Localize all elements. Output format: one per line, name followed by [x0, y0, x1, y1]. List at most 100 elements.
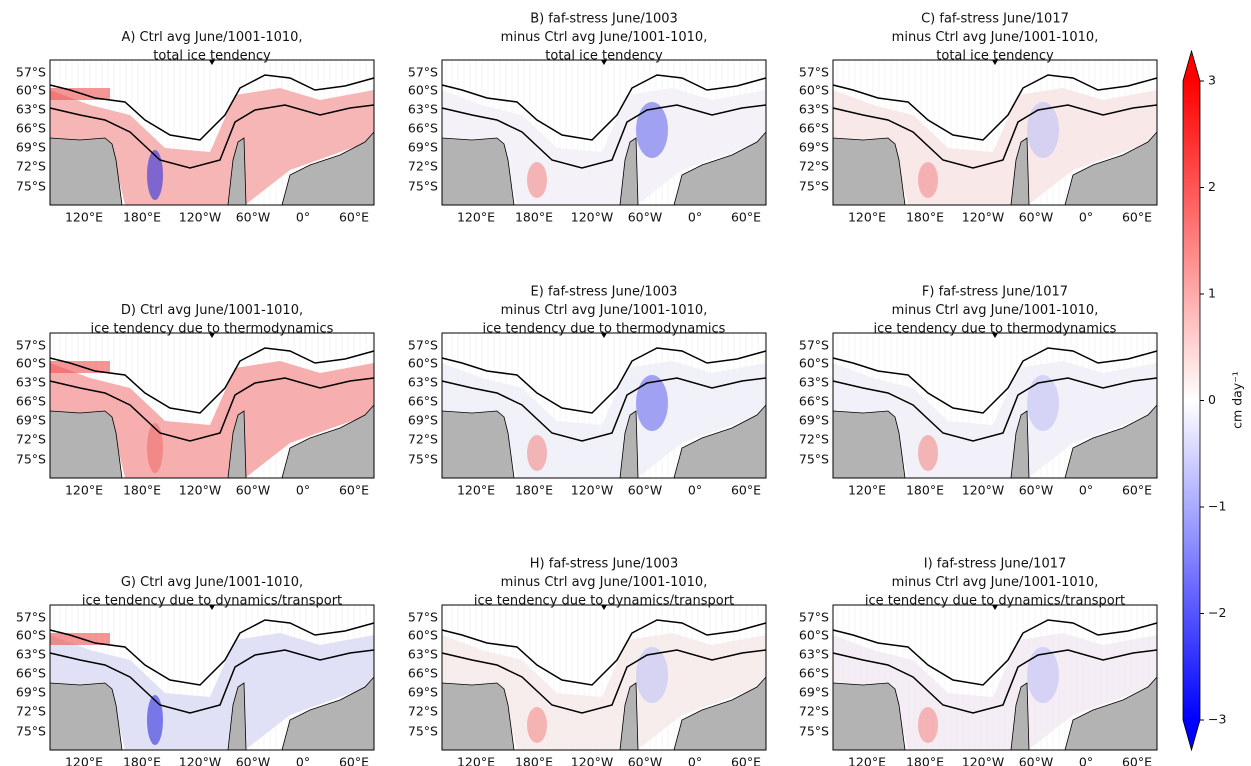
lat-label: 69°S [799, 413, 829, 428]
panel-title: total ice tendency [545, 49, 663, 64]
lon-label: 60°W [628, 755, 663, 766]
lat-label: 69°S [16, 413, 46, 428]
lon-label: 60°W [628, 483, 663, 498]
lon-label: 120°E [848, 210, 886, 225]
lon-label: 180°E [123, 483, 161, 498]
lon-label: 120°E [457, 483, 495, 498]
panel-title: minus Ctrl avg June/1001-1010, [892, 575, 1099, 590]
lat-label: 60°S [799, 356, 829, 371]
colorbar [1183, 81, 1200, 720]
lat-label: 60°S [408, 356, 438, 371]
lon-label: 120°W [571, 483, 613, 498]
lat-label: 69°S [408, 140, 438, 155]
lon-label: 120°E [457, 755, 495, 766]
lat-label: 63°S [16, 375, 46, 390]
lon-label: 60°E [339, 755, 369, 766]
figure: 57°S60°S63°S66°S69°S72°S75°S120°E180°E12… [0, 0, 1251, 766]
lon-label: 0° [296, 755, 310, 766]
map-panel: 57°S60°S63°S66°S69°S72°S75°S120°E180°E12… [799, 285, 1157, 498]
anomaly-blob [1027, 375, 1059, 431]
panel-title: G) Ctrl avg June/1001-1010, [121, 575, 303, 590]
panel-title: ice tendency due to thermodynamics [483, 322, 726, 337]
lat-label: 63°S [408, 375, 438, 390]
map-panel: 57°S60°S63°S66°S69°S72°S75°S120°E180°E12… [408, 285, 766, 498]
anomaly-blob [1027, 102, 1059, 158]
anomaly-blob [147, 150, 163, 200]
panel-title: ice tendency due to dynamics/transport [82, 594, 342, 609]
lat-label: 75°S [799, 724, 829, 739]
colorbar-tick-label: 2 [1208, 179, 1216, 194]
colorbar-extend-max [1183, 51, 1200, 81]
anomaly-blob [918, 435, 938, 471]
lon-label: 120°E [848, 755, 886, 766]
anomaly-blob [527, 707, 547, 743]
anomaly-blob [918, 162, 938, 198]
lon-label: 180°E [906, 210, 944, 225]
lon-label: 0° [296, 483, 310, 498]
panel-title: minus Ctrl avg June/1001-1010, [501, 30, 708, 45]
lat-label: 60°S [16, 83, 46, 98]
map-panel: 57°S60°S63°S66°S69°S72°S75°S120°E180°E12… [799, 12, 1157, 225]
lat-label: 75°S [16, 724, 46, 739]
lat-label: 57°S [408, 338, 438, 353]
lon-label: 180°E [123, 755, 161, 766]
lon-label: 60°E [731, 210, 761, 225]
lat-label: 69°S [799, 685, 829, 700]
anomaly-blob [147, 423, 163, 473]
lat-label: 72°S [799, 432, 829, 447]
anomaly-blob [527, 162, 547, 198]
lat-label: 72°S [16, 432, 46, 447]
lon-label: 180°E [906, 483, 944, 498]
lon-label: 120°W [962, 483, 1004, 498]
lat-label: 69°S [16, 140, 46, 155]
lat-label: 57°S [16, 610, 46, 625]
lon-label: 120°W [571, 755, 613, 766]
panel-title: F) faf-stress June/1017 [922, 285, 1068, 300]
colorbar-tick-label: −3 [1208, 712, 1226, 727]
lon-label: 60°W [236, 210, 271, 225]
lat-label: 63°S [408, 647, 438, 662]
panel-title: minus Ctrl avg June/1001-1010, [892, 303, 1099, 318]
lon-label: 120°E [457, 210, 495, 225]
colorbar-tick-label: 1 [1208, 286, 1216, 301]
anomaly-blob [147, 695, 163, 745]
lat-label: 60°S [799, 83, 829, 98]
lat-label: 60°S [799, 628, 829, 643]
panel-title: ice tendency due to thermodynamics [874, 322, 1117, 337]
panel-title: D) Ctrl avg June/1001-1010, [121, 303, 303, 318]
lat-label: 60°S [408, 628, 438, 643]
lat-label: 57°S [16, 65, 46, 80]
lat-label: 66°S [408, 666, 438, 681]
lat-label: 63°S [799, 375, 829, 390]
lon-label: 120°E [65, 483, 103, 498]
lon-label: 120°E [65, 210, 103, 225]
lat-label: 69°S [408, 413, 438, 428]
lon-label: 120°W [179, 755, 221, 766]
lon-label: 60°W [628, 210, 663, 225]
lat-label: 75°S [408, 179, 438, 194]
lon-label: 120°W [571, 210, 613, 225]
panel-title: ice tendency due to dynamics/transport [865, 594, 1125, 609]
lat-label: 57°S [408, 65, 438, 80]
lon-label: 60°W [236, 755, 271, 766]
lat-label: 66°S [16, 666, 46, 681]
lon-label: 60°E [1122, 483, 1152, 498]
lon-label: 120°W [179, 483, 221, 498]
anomaly-blob [636, 102, 668, 158]
lat-label: 63°S [408, 102, 438, 117]
colorbar-extend-min [1183, 720, 1200, 750]
lon-label: 0° [1079, 210, 1093, 225]
lat-label: 57°S [799, 338, 829, 353]
lat-label: 60°S [408, 83, 438, 98]
lat-label: 75°S [799, 452, 829, 467]
lon-label: 120°W [962, 210, 1004, 225]
lon-label: 180°E [906, 755, 944, 766]
lat-label: 57°S [408, 610, 438, 625]
lat-label: 69°S [16, 685, 46, 700]
lon-label: 60°E [339, 210, 369, 225]
colorbar-tick-label: −2 [1208, 605, 1226, 620]
lat-label: 66°S [799, 666, 829, 681]
lon-label: 120°E [65, 755, 103, 766]
lat-label: 66°S [16, 121, 46, 136]
